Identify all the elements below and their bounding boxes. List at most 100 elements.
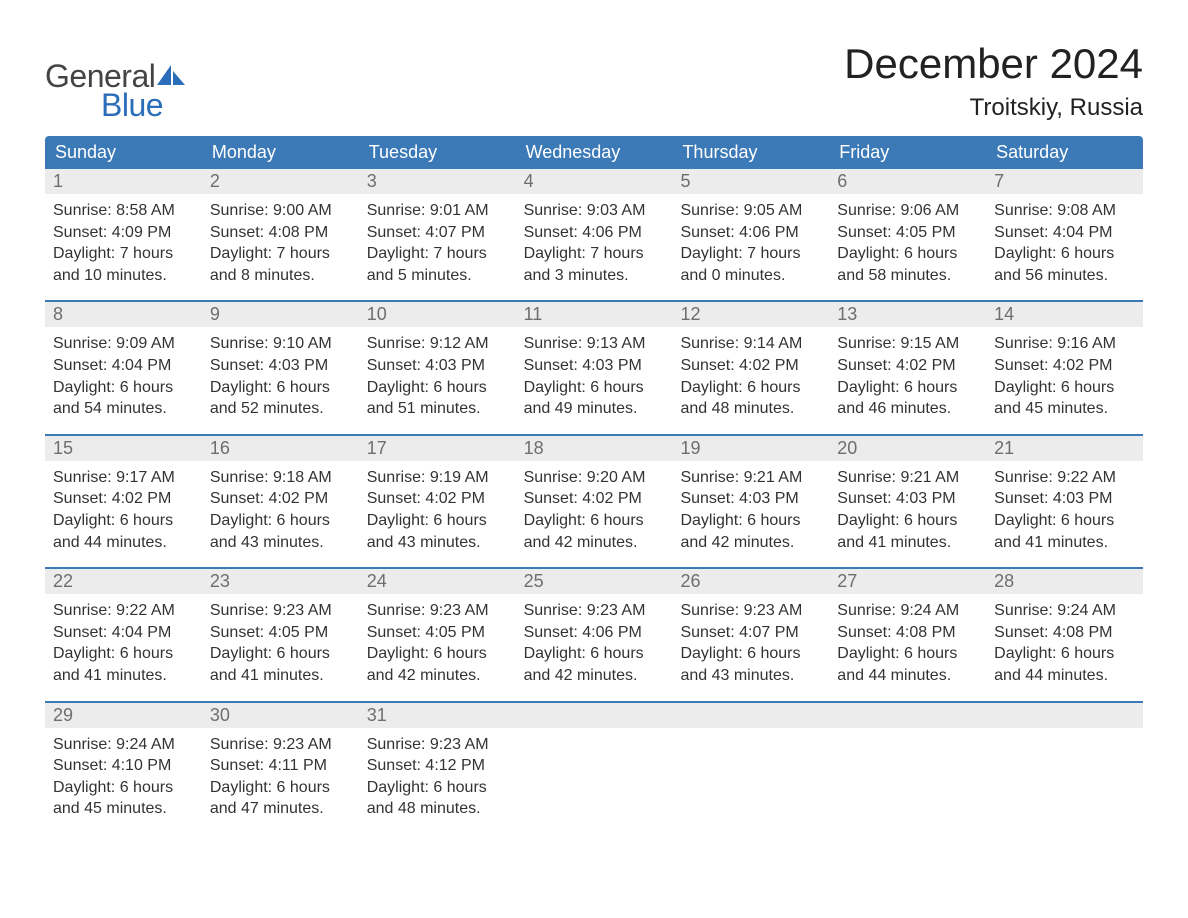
day-number: 18 xyxy=(516,436,673,461)
day-number: 8 xyxy=(45,302,202,327)
sunset-line: Sunset: 4:04 PM xyxy=(53,622,194,644)
day-content: Sunrise: 9:18 AMSunset: 4:02 PMDaylight:… xyxy=(202,461,359,567)
sunrise-line: Sunrise: 9:18 AM xyxy=(210,467,351,489)
day-number: 21 xyxy=(986,436,1143,461)
daylight-line-1: Daylight: 7 hours xyxy=(680,243,821,265)
day-number: 20 xyxy=(829,436,986,461)
day-cell: 5Sunrise: 9:05 AMSunset: 4:06 PMDaylight… xyxy=(672,169,829,300)
day-content: Sunrise: 9:10 AMSunset: 4:03 PMDaylight:… xyxy=(202,327,359,433)
day-content: Sunrise: 9:23 AMSunset: 4:06 PMDaylight:… xyxy=(516,594,673,700)
sunset-line: Sunset: 4:03 PM xyxy=(367,355,508,377)
day-content: Sunrise: 9:21 AMSunset: 4:03 PMDaylight:… xyxy=(829,461,986,567)
daylight-line-2: and 56 minutes. xyxy=(994,265,1135,287)
day-content: Sunrise: 9:09 AMSunset: 4:04 PMDaylight:… xyxy=(45,327,202,433)
sunset-line: Sunset: 4:06 PM xyxy=(524,622,665,644)
daylight-line-2: and 44 minutes. xyxy=(837,665,978,687)
day-number: 1 xyxy=(45,169,202,194)
daylight-line-1: Daylight: 6 hours xyxy=(210,510,351,532)
sunset-line: Sunset: 4:05 PM xyxy=(367,622,508,644)
daylight-line-1: Daylight: 6 hours xyxy=(680,510,821,532)
sunrise-line: Sunrise: 9:23 AM xyxy=(524,600,665,622)
daylight-line-2: and 42 minutes. xyxy=(367,665,508,687)
day-cell: 29Sunrise: 9:24 AMSunset: 4:10 PMDayligh… xyxy=(45,703,202,834)
day-number: 7 xyxy=(986,169,1143,194)
sunrise-line: Sunrise: 9:21 AM xyxy=(837,467,978,489)
day-content: Sunrise: 9:24 AMSunset: 4:08 PMDaylight:… xyxy=(986,594,1143,700)
day-number: 30 xyxy=(202,703,359,728)
daylight-line-1: Daylight: 7 hours xyxy=(53,243,194,265)
daylight-line-2: and 48 minutes. xyxy=(680,398,821,420)
daylight-line-2: and 42 minutes. xyxy=(524,665,665,687)
daylight-line-1: Daylight: 6 hours xyxy=(680,643,821,665)
day-number: 31 xyxy=(359,703,516,728)
day-cell: 21Sunrise: 9:22 AMSunset: 4:03 PMDayligh… xyxy=(986,436,1143,567)
daylight-line-2: and 8 minutes. xyxy=(210,265,351,287)
day-content: Sunrise: 9:22 AMSunset: 4:04 PMDaylight:… xyxy=(45,594,202,700)
weekday-header: Wednesday xyxy=(516,136,673,169)
day-content: Sunrise: 9:00 AMSunset: 4:08 PMDaylight:… xyxy=(202,194,359,300)
day-content: Sunrise: 9:24 AMSunset: 4:08 PMDaylight:… xyxy=(829,594,986,700)
day-content: Sunrise: 9:16 AMSunset: 4:02 PMDaylight:… xyxy=(986,327,1143,433)
daylight-line-1: Daylight: 6 hours xyxy=(367,777,508,799)
sunset-line: Sunset: 4:04 PM xyxy=(53,355,194,377)
logo-text-blue: Blue xyxy=(101,87,189,124)
daylight-line-2: and 45 minutes. xyxy=(53,798,194,820)
logo: General Blue xyxy=(45,40,189,124)
sunset-line: Sunset: 4:07 PM xyxy=(680,622,821,644)
day-content: Sunrise: 9:12 AMSunset: 4:03 PMDaylight:… xyxy=(359,327,516,433)
day-cell: 13Sunrise: 9:15 AMSunset: 4:02 PMDayligh… xyxy=(829,302,986,433)
day-cell: 18Sunrise: 9:20 AMSunset: 4:02 PMDayligh… xyxy=(516,436,673,567)
daylight-line-2: and 48 minutes. xyxy=(367,798,508,820)
sunrise-line: Sunrise: 9:13 AM xyxy=(524,333,665,355)
sunrise-line: Sunrise: 9:22 AM xyxy=(994,467,1135,489)
sunrise-line: Sunrise: 9:17 AM xyxy=(53,467,194,489)
week-row: 1Sunrise: 8:58 AMSunset: 4:09 PMDaylight… xyxy=(45,169,1143,300)
sunset-line: Sunset: 4:08 PM xyxy=(210,222,351,244)
sunrise-line: Sunrise: 9:08 AM xyxy=(994,200,1135,222)
day-cell: 2Sunrise: 9:00 AMSunset: 4:08 PMDaylight… xyxy=(202,169,359,300)
day-number: 15 xyxy=(45,436,202,461)
daylight-line-1: Daylight: 6 hours xyxy=(367,377,508,399)
week-row: 15 Sunrise: 9:17 AM Sunset: 4:02 PM Dayligh… xyxy=(45,434,1143,567)
daylight-line-1: Daylight: 6 hours xyxy=(53,777,194,799)
day-content: Sunrise: 9:23 AMSunset: 4:07 PMDaylight:… xyxy=(672,594,829,700)
sunrise-line: Sunrise: 9:24 AM xyxy=(837,600,978,622)
day-number: 10 xyxy=(359,302,516,327)
sunset-line: Sunset: 4:08 PM xyxy=(994,622,1135,644)
day-number xyxy=(829,703,986,728)
sunrise-line: Sunrise: 9:23 AM xyxy=(367,734,508,756)
day-cell: 22Sunrise: 9:22 AMSunset: 4:04 PMDayligh… xyxy=(45,569,202,700)
sunrise-line: Sunrise: 9:23 AM xyxy=(210,734,351,756)
weekday-header: Thursday xyxy=(672,136,829,169)
daylight-line-1: Daylight: 6 hours xyxy=(837,377,978,399)
day-number xyxy=(986,703,1143,728)
weekday-header: Friday xyxy=(829,136,986,169)
daylight-line-2: and 42 minutes. xyxy=(524,532,665,554)
week-row: 22Sunrise: 9:22 AMSunset: 4:04 PMDayligh… xyxy=(45,567,1143,700)
sunrise-line: Sunrise: 9:24 AM xyxy=(994,600,1135,622)
daylight-line-2: and 43 minutes. xyxy=(210,532,351,554)
day-content: Sunrise: 9:22 AMSunset: 4:03 PMDaylight:… xyxy=(986,461,1143,567)
day-cell: 16Sunrise: 9:18 AMSunset: 4:02 PMDayligh… xyxy=(202,436,359,567)
sunrise-line: Sunrise: 9:21 AM xyxy=(680,467,821,489)
sunrise-line: Sunrise: 9:23 AM xyxy=(680,600,821,622)
day-content: Sunrise: 9:21 AMSunset: 4:03 PMDaylight:… xyxy=(672,461,829,567)
day-number: 28 xyxy=(986,569,1143,594)
daylight-line-1: Daylight: 6 hours xyxy=(367,643,508,665)
day-cell: 4Sunrise: 9:03 AMSunset: 4:06 PMDaylight… xyxy=(516,169,673,300)
day-number: 9 xyxy=(202,302,359,327)
day-cell: 15Sunrise: 9:17 AMSunset: 4:02 PMDayligh… xyxy=(45,436,202,567)
day-number: 6 xyxy=(829,169,986,194)
sunset-line: Sunset: 4:02 PM xyxy=(680,355,821,377)
day-cell: 7Sunrise: 9:08 AMSunset: 4:04 PMDaylight… xyxy=(986,169,1143,300)
day-cell: 20Sunrise: 9:21 AMSunset: 4:03 PMDayligh… xyxy=(829,436,986,567)
day-cell: 30Sunrise: 9:23 AMSunset: 4:11 PMDayligh… xyxy=(202,703,359,834)
daylight-line-1: Daylight: 6 hours xyxy=(53,510,194,532)
day-cell: 23Sunrise: 9:23 AMSunset: 4:05 PMDayligh… xyxy=(202,569,359,700)
day-content: Sunrise: 9:23 AMSunset: 4:05 PMDaylight:… xyxy=(359,594,516,700)
sunrise-line: Sunrise: 9:19 AM xyxy=(367,467,508,489)
daylight-line-2: and 41 minutes. xyxy=(837,532,978,554)
daylight-line-2: and 41 minutes. xyxy=(53,665,194,687)
sunset-line: Sunset: 4:02 PM xyxy=(524,488,665,510)
sunset-line: Sunset: 4:04 PM xyxy=(994,222,1135,244)
